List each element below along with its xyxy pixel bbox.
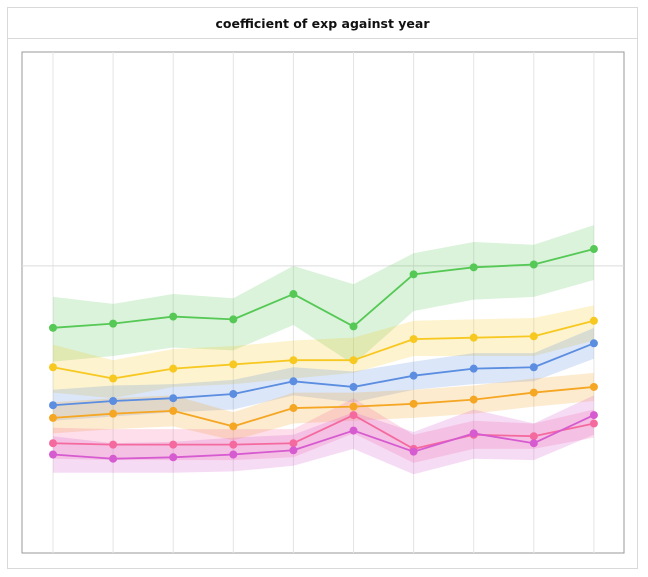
data-point	[589, 411, 598, 420]
data-point	[49, 401, 57, 410]
series-line	[52, 386, 594, 428]
plot-area-border	[21, 51, 625, 554]
data-point	[229, 360, 238, 369]
data-point	[289, 356, 298, 365]
data-point	[589, 419, 598, 428]
data-point	[529, 388, 538, 397]
data-point	[229, 450, 238, 459]
data-point	[529, 432, 538, 441]
series-line	[52, 319, 595, 380]
data-point	[229, 315, 238, 324]
series-line	[52, 342, 595, 407]
data-point	[49, 439, 57, 448]
data-point	[409, 335, 418, 344]
series-line	[52, 414, 595, 450]
data-point	[469, 263, 478, 272]
data-point	[169, 453, 178, 462]
data-point	[289, 446, 298, 455]
data-point	[349, 411, 358, 420]
data-point	[349, 402, 358, 411]
data-point	[229, 440, 238, 449]
data-point	[469, 333, 478, 342]
data-point	[289, 404, 298, 413]
data-point	[169, 364, 178, 373]
data-point	[49, 323, 57, 332]
data-point	[289, 290, 298, 299]
data-point	[529, 363, 538, 372]
data-point	[589, 339, 598, 348]
data-point	[349, 382, 358, 391]
data-point	[289, 439, 298, 448]
confidence-band	[53, 225, 594, 365]
data-point	[469, 364, 478, 373]
data-point	[49, 363, 57, 372]
chart-title: coefficient of exp against year	[215, 15, 430, 31]
confidence-band	[53, 398, 594, 463]
grid-layer	[22, 52, 624, 553]
data-point	[49, 450, 57, 459]
data-point	[109, 409, 118, 418]
title-bar: coefficient of exp against year	[8, 8, 637, 39]
series-points	[49, 245, 598, 463]
data-point	[529, 260, 538, 269]
data-point	[409, 447, 418, 456]
chart-frame: coefficient of exp against year	[7, 7, 638, 569]
data-point	[169, 312, 178, 321]
data-point	[229, 389, 238, 398]
confidence-bands	[53, 225, 594, 475]
data-point	[349, 426, 358, 435]
data-point	[109, 374, 118, 383]
data-point	[409, 270, 418, 279]
series-line	[52, 414, 595, 460]
data-point	[169, 406, 178, 415]
data-point	[109, 397, 118, 406]
data-point	[349, 356, 358, 365]
data-point	[409, 371, 418, 380]
data-point	[229, 422, 238, 431]
data-point	[349, 322, 358, 331]
data-point	[589, 245, 598, 254]
data-point	[169, 440, 178, 449]
data-point	[589, 316, 598, 325]
series-line	[52, 248, 595, 329]
data-point	[469, 429, 478, 438]
data-point	[289, 377, 298, 386]
data-point	[109, 454, 118, 463]
data-point	[109, 319, 118, 328]
data-point	[169, 394, 178, 403]
confidence-band	[53, 395, 594, 475]
data-point	[589, 382, 598, 391]
data-point	[469, 395, 478, 404]
data-point	[529, 332, 538, 341]
data-point	[529, 439, 538, 448]
series-lines	[52, 248, 595, 460]
data-point	[49, 413, 57, 422]
data-point	[109, 440, 118, 449]
confidence-band	[53, 305, 594, 399]
data-point	[409, 399, 418, 408]
